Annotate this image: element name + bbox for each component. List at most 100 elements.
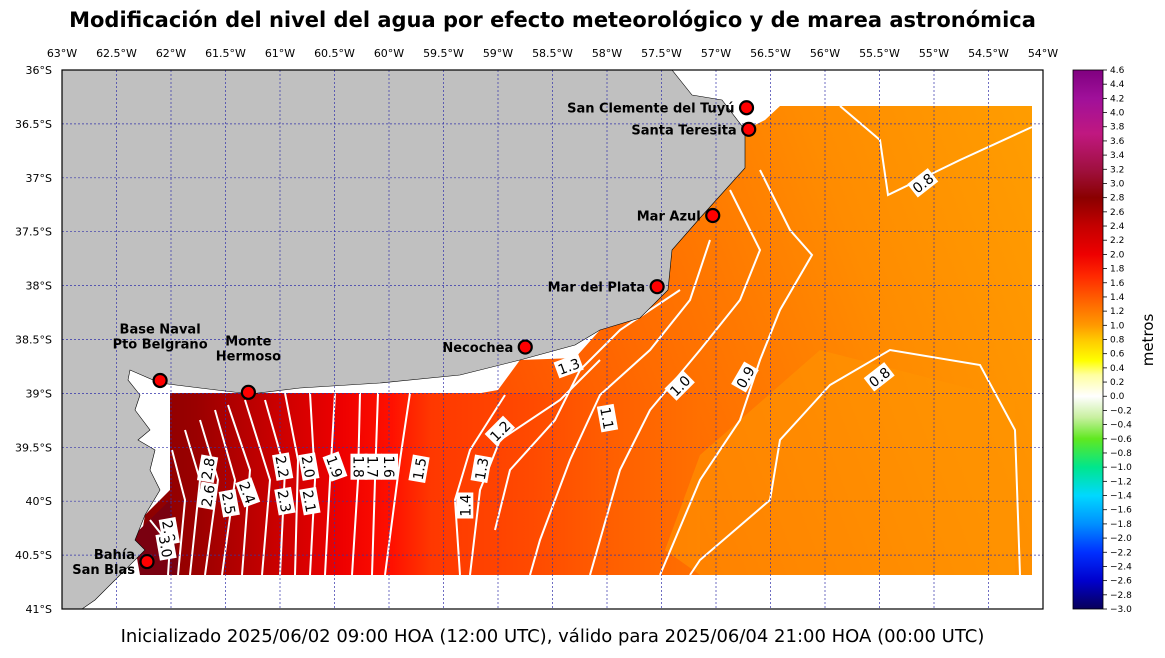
lat-tick-label: 37.5°S [15,226,52,239]
contour-label-box [596,403,619,433]
contour-label-text: 2.1 [299,489,319,514]
contour-label-box [731,361,759,393]
contour-label-text: 1.7 [364,456,380,478]
location-label: San Blas [72,563,135,578]
colorbar-tick-label: −2.6 [1110,577,1132,587]
location-label: Mar Azul [637,210,701,225]
contour-label-text: 3.0 [155,534,175,559]
contour-label-box [218,488,240,518]
contour-label: 1.6 [380,453,398,480]
colorbar-tick-label: −2.4 [1110,562,1132,572]
location-marker [705,207,721,224]
colorbar-tick-label: −2.8 [1110,591,1132,601]
contour-label-box [196,454,219,484]
contour-label: 1.3 [470,454,493,484]
lon-tick-label: 56.5°W [750,47,791,60]
location-marker [517,339,533,355]
lat-tick-label: 39°S [26,387,52,400]
colorbar-tick-label: −0.2 [1110,406,1132,416]
colorbar-tick-label: 2.6 [1110,208,1125,218]
map-plot-area [62,70,1043,609]
lon-tick-label: 54.5°W [968,47,1009,60]
colorbar-tick-label: 3.6 [1110,137,1125,147]
contour-label-box [155,532,177,561]
colorbar-tick-label: 0.2 [1110,378,1124,388]
contour-label: 2.5 [218,488,240,518]
lon-tick-label: 63°W [47,47,77,60]
contour-label-text: 1.4 [458,494,474,516]
lon-tick-label: 57.5°W [641,47,682,60]
colorbar-tick-label: 4.0 [1110,109,1125,119]
contour-label: 1.7 [364,453,382,480]
contour-label-text: 2.8 [199,457,219,482]
lat-tick-label: 41°S [26,603,52,616]
location-label: Necochea [442,341,513,356]
colorbar-tick-label: −0.8 [1110,449,1132,459]
contour-label-text: 1.6 [380,456,396,478]
colorbar-tick-label: −1.0 [1110,463,1132,473]
contour-label-box [274,486,296,516]
contour-label-box [907,168,939,198]
contour-label-box [381,453,398,480]
colorbar-tick-label: 2.8 [1110,194,1125,204]
colorbar-tick-label: −1.8 [1110,520,1132,530]
location-label: Mar del Plata [548,281,646,296]
contour-label-text: 1.3 [556,356,582,379]
colorbar-tick-label: 1.4 [1110,293,1125,303]
location-label: San Clemente del Tuyú [567,102,734,117]
contour-label-text: 1.3 [473,457,493,482]
colorbar-scale [1072,69,1104,610]
contour-label-box [456,492,474,519]
contour-label: 2.6 [196,481,219,511]
contour-label-box [299,486,321,516]
contour-label: 1.9 [322,451,348,482]
contour-label: 1.5 [408,454,431,484]
location-marker [152,372,168,389]
contour-label: 3.0 [155,532,177,561]
colorbar-tick-label: −0.4 [1110,421,1132,431]
location-marker [649,279,665,295]
contour-label-text: 1.5 [411,457,431,482]
location-label: Base Naval [120,322,201,337]
location-markers: San Clemente del Tuyú Santa Teresita Mar A… [72,100,757,578]
contour-label-text: 1.8 [349,456,365,478]
contour-label-text: 2.4 [235,480,258,506]
colorbar-tick-label: 1.0 [1110,321,1125,331]
colorbar-tick-label: −0.6 [1110,435,1132,445]
lat-tick-label: 36°S [26,64,52,77]
colorbar-label: metros [1139,314,1157,367]
lon-tick-label: 60.5°W [314,47,355,60]
lon-tick-label: 55°W [919,47,949,60]
map-frame [61,69,1044,610]
colorbar-tick-label: 2.4 [1110,222,1125,232]
contour-labels: 0.80.80.91.01.11.21.31.31.41.51.61.71.81… [155,168,939,561]
lon-tick-label: 62°W [156,47,186,60]
lon-tick-label: 59.5°W [423,47,464,60]
contour-label: 1.8 [349,453,368,480]
colorbar-tick-label: 3.0 [1110,179,1125,189]
location-marker [139,553,155,570]
contour-label: 1.2 [484,415,516,446]
contour-label-text: 2.2 [271,455,291,480]
contour-label-box [408,454,430,484]
map-title: Modificación del nivel del agua por efec… [69,8,1036,32]
lon-tick-label: 61.5°W [205,47,246,60]
colorbar-tick-label: 3.4 [1110,151,1125,161]
contour-label-text: 2.3 [274,489,294,514]
lat-tick-label: 37°S [26,172,52,185]
location-label: Santa Teresita [631,123,736,138]
lat-tick-label: 39.5°S [15,441,52,454]
contour-label-box [235,477,261,508]
contour-label: 2.1 [299,486,321,516]
lon-tick-label: 58°W [592,47,622,60]
colorbar-tick-label: 4.4 [1110,80,1125,90]
colorbar-tick-label: −2.2 [1110,548,1132,558]
colorbar-tick-label: 4.6 [1110,66,1125,76]
lat-tick-label: 38°S [26,280,52,293]
contour-label-box [553,353,584,379]
colorbar-tick-label: 3.8 [1110,123,1125,133]
colorbar-tick-label: −3.0 [1110,605,1132,615]
lon-tick-label: 58.5°W [532,47,573,60]
contour-label: 2.3 [274,486,296,516]
